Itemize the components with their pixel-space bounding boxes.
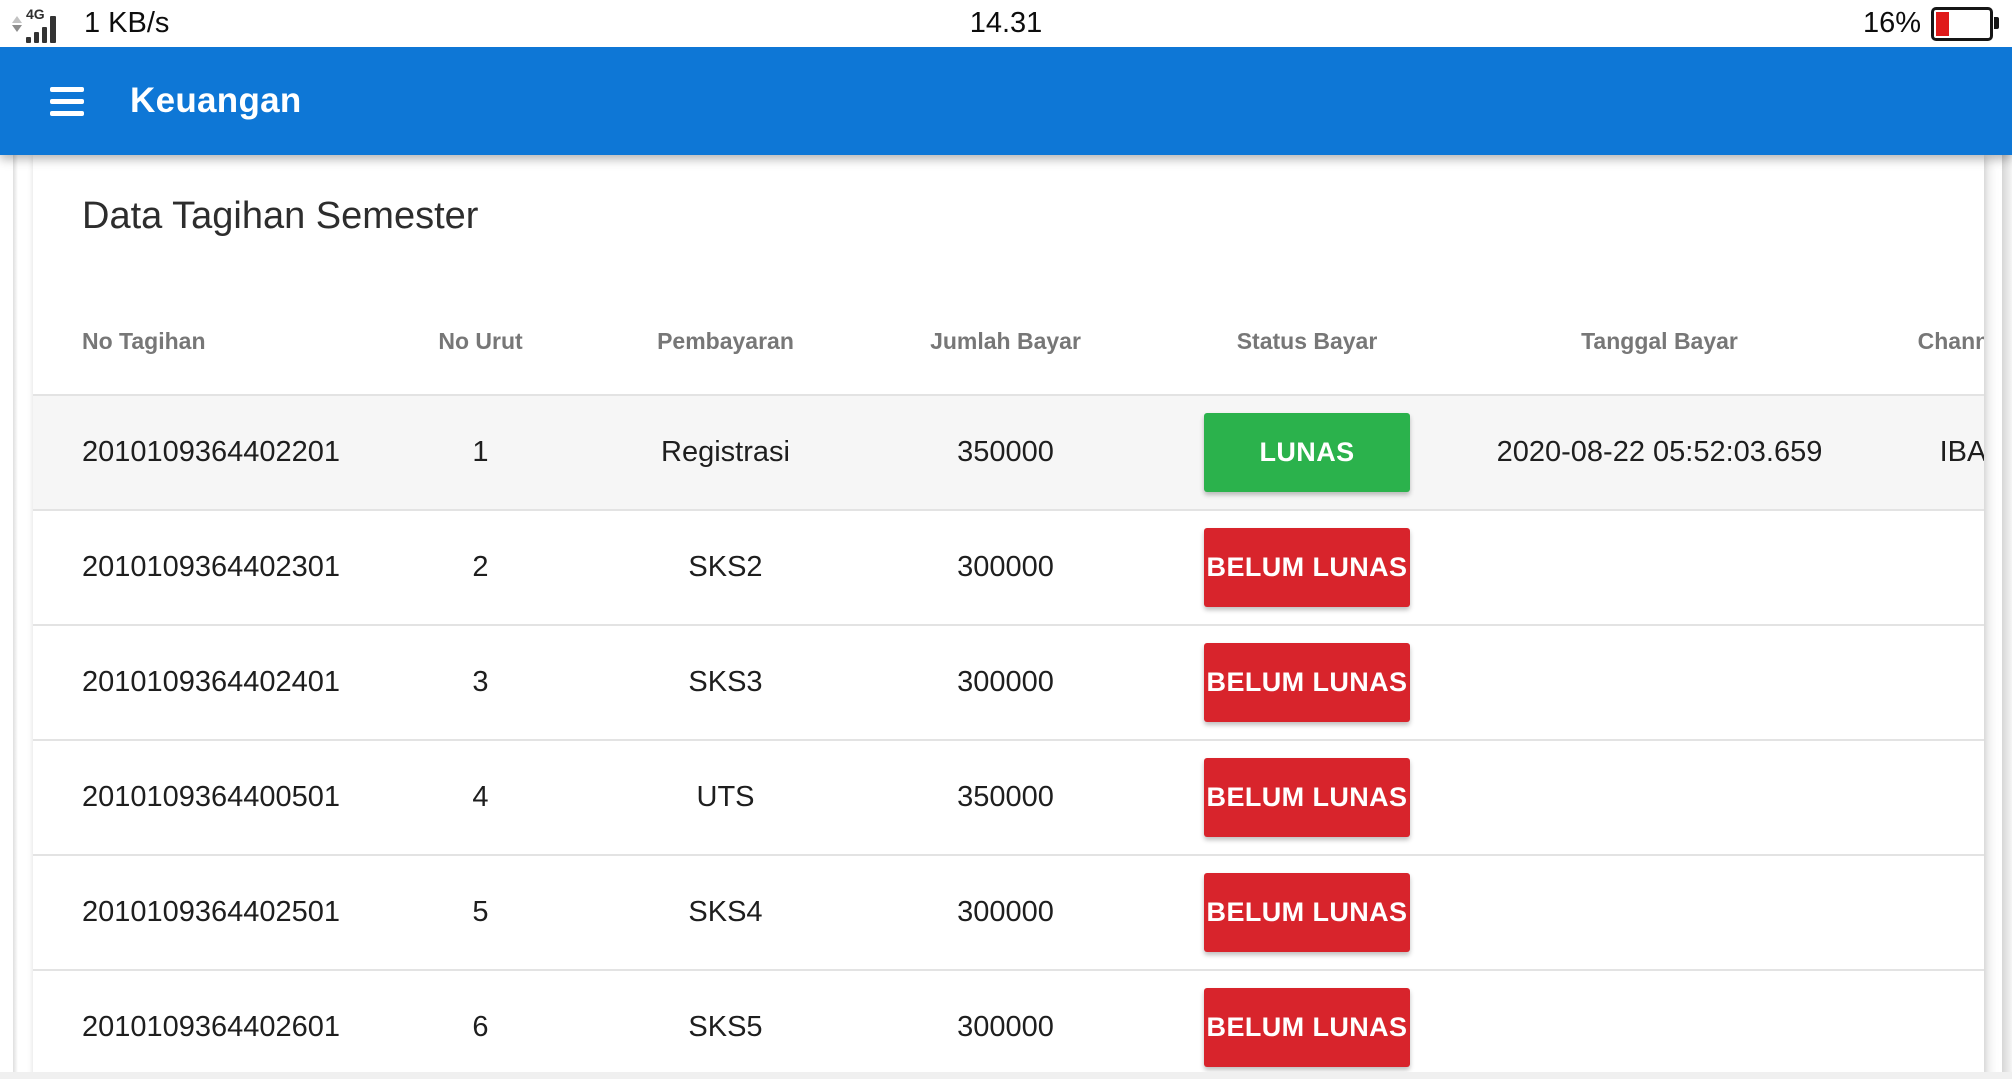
column-header-no-urut[interactable]: No Urut: [373, 300, 588, 396]
billing-table: No Tagihan No Urut Pembayaran Jumlah Bay…: [33, 300, 1984, 1079]
cell-no-urut: 5: [373, 855, 588, 971]
cell-no-tagihan: 2010109364402401: [33, 625, 373, 741]
cell-tanggal-bayar: [1466, 855, 1853, 971]
cell-jumlah-bayar: 350000: [863, 740, 1148, 856]
table-header-row: No Tagihan No Urut Pembayaran Jumlah Bay…: [33, 300, 1984, 396]
status-badge[interactable]: BELUM LUNAS: [1204, 873, 1410, 952]
status-bar-left: 4G 1 KB/s: [12, 0, 169, 47]
cell-no-tagihan: 2010109364402301: [33, 510, 373, 626]
cell-no-tagihan: 2010109364402601: [33, 970, 373, 1079]
cell-channel: [1853, 740, 1984, 856]
column-header-no-tagihan[interactable]: No Tagihan: [33, 300, 373, 396]
table-row: 2010109364402401 3 SKS3 300000 BELUM LUN…: [33, 625, 1984, 741]
cell-no-tagihan: 2010109364400501: [33, 740, 373, 856]
cell-channel: [1853, 625, 1984, 741]
content-area: Data Tagihan Semester No Tagihan No Urut…: [0, 155, 2012, 1079]
page-title: Data Tagihan Semester: [82, 195, 479, 237]
card-header: Data Tagihan Semester: [33, 155, 1984, 241]
column-header-channel[interactable]: Channel: [1853, 300, 1984, 396]
cell-pembayaran: SKS4: [588, 855, 863, 971]
hamburger-menu-icon[interactable]: [44, 79, 90, 124]
column-header-tanggal-bayar[interactable]: Tanggal Bayar: [1466, 300, 1853, 396]
cell-channel: [1853, 510, 1984, 626]
cell-status-bayar: BELUM LUNAS: [1148, 970, 1466, 1079]
cell-no-urut: 1: [373, 395, 588, 511]
status-badge[interactable]: BELUM LUNAS: [1204, 528, 1410, 607]
cell-status-bayar: BELUM LUNAS: [1148, 740, 1466, 856]
status-badge[interactable]: LUNAS: [1204, 413, 1410, 492]
cell-tanggal-bayar: [1466, 625, 1853, 741]
status-badge[interactable]: BELUM LUNAS: [1204, 643, 1410, 722]
cell-jumlah-bayar: 300000: [863, 625, 1148, 741]
column-header-jumlah-bayar[interactable]: Jumlah Bayar: [863, 300, 1148, 396]
status-bar: 4G 1 KB/s 14.31 16%: [0, 0, 2012, 47]
table-row: 2010109364400501 4 UTS 350000 BELUM LUNA…: [33, 740, 1984, 856]
cell-pembayaran: SKS2: [588, 510, 863, 626]
updown-arrows-icon: [12, 15, 22, 32]
status-bar-right: 16%: [1863, 0, 1999, 47]
cell-no-tagihan: 2010109364402501: [33, 855, 373, 971]
status-badge[interactable]: BELUM LUNAS: [1204, 758, 1410, 837]
cell-status-bayar: BELUM LUNAS: [1148, 510, 1466, 626]
table-row: 2010109364402201 1 Registrasi 350000 LUN…: [33, 395, 1984, 511]
left-edge-divider: [13, 155, 18, 1079]
battery-icon: [1931, 6, 1999, 41]
network-type-label: 4G: [26, 5, 45, 22]
cell-status-bayar: BELUM LUNAS: [1148, 625, 1466, 741]
cell-no-urut: 3: [373, 625, 588, 741]
cell-tanggal-bayar: 2020-08-22 05:52:03.659: [1466, 395, 1853, 511]
table-row: 2010109364402301 2 SKS2 300000 BELUM LUN…: [33, 510, 1984, 626]
right-edge-divider: [2002, 155, 2012, 1079]
clock-label: 14.31: [969, 7, 1043, 39]
column-header-pembayaran[interactable]: Pembayaran: [588, 300, 863, 396]
cell-tanggal-bayar: [1466, 510, 1853, 626]
cell-no-urut: 2: [373, 510, 588, 626]
cell-tanggal-bayar: [1466, 970, 1853, 1079]
table-row: 2010109364402601 6 SKS5 300000 BELUM LUN…: [33, 970, 1984, 1079]
network-speed-label: 1 KB/s: [84, 7, 170, 39]
table-scroll-region[interactable]: No Tagihan No Urut Pembayaran Jumlah Bay…: [33, 300, 1984, 1079]
app-bar: Keuangan: [0, 47, 2012, 155]
cell-jumlah-bayar: 300000: [863, 970, 1148, 1079]
cell-jumlah-bayar: 350000: [863, 395, 1148, 511]
cell-tanggal-bayar: [1466, 740, 1853, 856]
cell-pembayaran: SKS5: [588, 970, 863, 1079]
signal-bars-icon: 4G: [26, 5, 74, 43]
battery-percent-label: 16%: [1862, 7, 1921, 39]
table-row: 2010109364402501 5 SKS4 300000 BELUM LUN…: [33, 855, 1984, 971]
status-badge[interactable]: BELUM LUNAS: [1204, 988, 1410, 1067]
cell-no-urut: 4: [373, 740, 588, 856]
cell-channel: [1853, 855, 1984, 971]
cell-no-tagihan: 2010109364402201: [33, 395, 373, 511]
cell-channel: IBA: [1853, 395, 1984, 511]
cell-pembayaran: UTS: [588, 740, 863, 856]
bottom-edge-strip: [0, 1072, 2012, 1079]
cell-channel: [1853, 970, 1984, 1079]
cell-status-bayar: LUNAS: [1148, 395, 1466, 511]
cell-status-bayar: BELUM LUNAS: [1148, 855, 1466, 971]
cell-no-urut: 6: [373, 970, 588, 1079]
column-header-status-bayar[interactable]: Status Bayar: [1148, 300, 1466, 396]
cell-jumlah-bayar: 300000: [863, 855, 1148, 971]
billing-card: Data Tagihan Semester No Tagihan No Urut…: [33, 155, 1984, 1079]
cell-pembayaran: SKS3: [588, 625, 863, 741]
cell-jumlah-bayar: 300000: [863, 510, 1148, 626]
app-bar-title: Keuangan: [130, 81, 302, 120]
cell-pembayaran: Registrasi: [588, 395, 863, 511]
